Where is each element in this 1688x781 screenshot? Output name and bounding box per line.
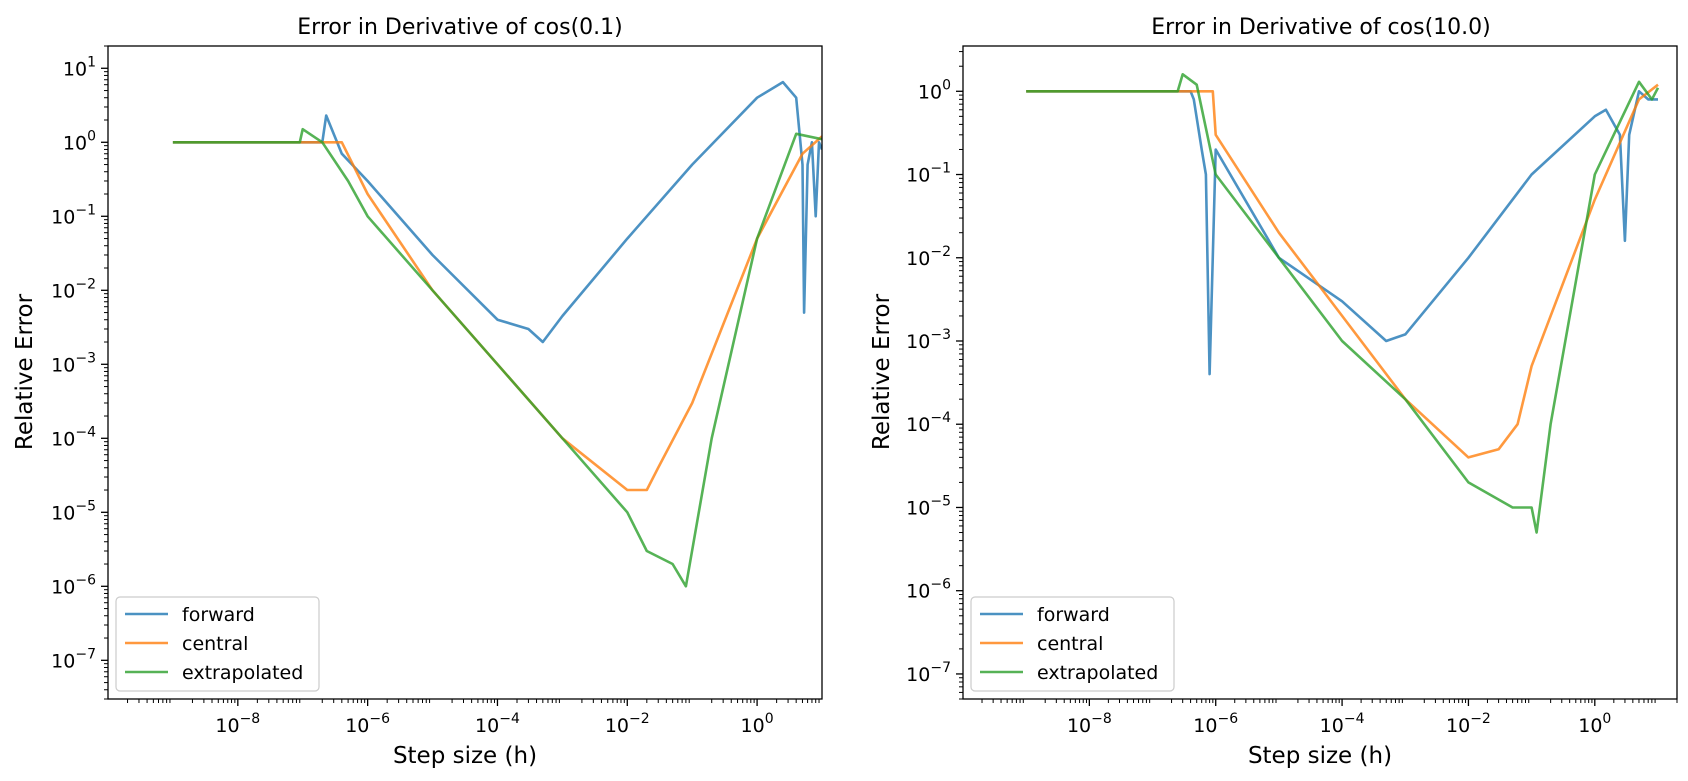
y-tick-label: 10−1 — [906, 161, 951, 187]
legend-central-label: central — [1037, 633, 1103, 655]
series-line-extrapolated — [172, 127, 822, 588]
y-tick-label: 10−3 — [51, 350, 96, 376]
y-tick-label: 10−1 — [51, 202, 96, 228]
legend-extrapolated-label: extrapolated — [1037, 662, 1158, 684]
legend-extrapolated-label: extrapolated — [182, 662, 303, 684]
legend-forward-label: forward — [182, 604, 255, 626]
legend-forward-label: forward — [1037, 604, 1110, 626]
series-line-central — [1026, 83, 1659, 459]
x-tick-label: 10−2 — [1446, 711, 1491, 737]
series-line-central — [172, 135, 822, 492]
chart-right-axes-frame — [962, 45, 1678, 700]
chart-left-legend: forward central extrapolated — [115, 596, 320, 692]
y-tick-label: 10−5 — [906, 493, 951, 519]
chart-right-ylabel: Relative Error — [869, 293, 895, 450]
x-tick-label: 10−4 — [1320, 711, 1365, 737]
chart-left-title: Error in Derivative of cos(0.1) — [297, 15, 622, 40]
y-tick-label: 10−2 — [51, 276, 96, 302]
y-tick-label: 10−3 — [906, 327, 951, 353]
y-tick-label: 10−5 — [51, 498, 96, 524]
legend-box — [115, 596, 320, 692]
legend-central-label: central — [182, 633, 248, 655]
chart-right-title: Error in Derivative of cos(10.0) — [1151, 15, 1490, 40]
chart-right-series — [1026, 73, 1660, 534]
series-line-forward — [1026, 90, 1658, 376]
series-line-forward — [172, 80, 822, 344]
y-tick-label: 10−7 — [906, 660, 951, 686]
series-line-extrapolated — [1026, 73, 1660, 534]
chart-right-xlabel: Step size (h) — [1248, 743, 1392, 769]
chart-left-ylabel: Relative Error — [12, 293, 38, 450]
y-tick-label: 10−6 — [51, 572, 96, 598]
x-tick-label: 10−6 — [345, 711, 390, 737]
x-tick-label: 10−8 — [215, 711, 260, 737]
y-tick-label: 10−6 — [906, 577, 951, 603]
legend-box — [970, 596, 1175, 692]
x-tick-label: 100 — [741, 711, 774, 737]
chart-right: Error in Derivative of cos(10.0) 10−8 10−… — [869, 15, 1678, 769]
chart-right-legend: forward central extrapolated — [970, 596, 1175, 692]
y-tick-label: 101 — [63, 54, 96, 80]
chart-left-xlabel: Step size (h) — [393, 743, 537, 769]
y-tick-label: 10−4 — [906, 410, 951, 436]
x-tick-label: 10−4 — [475, 711, 520, 737]
y-tick-label: 100 — [918, 77, 951, 103]
x-tick-label: 10−8 — [1067, 711, 1112, 737]
chart-left-axes-frame — [107, 45, 823, 700]
chart-left: Error in Derivative of cos(0.1) 10−8 10−6… — [12, 15, 823, 769]
y-tick-label: 10−4 — [51, 424, 96, 450]
y-tick-label: 100 — [63, 128, 96, 154]
x-tick-label: 10−2 — [605, 711, 650, 737]
y-tick-label: 10−2 — [906, 244, 951, 270]
x-tick-label: 10−6 — [1193, 711, 1238, 737]
y-tick-label: 10−7 — [51, 646, 96, 672]
x-tick-label: 100 — [1578, 711, 1611, 737]
chart-left-series — [172, 80, 822, 588]
